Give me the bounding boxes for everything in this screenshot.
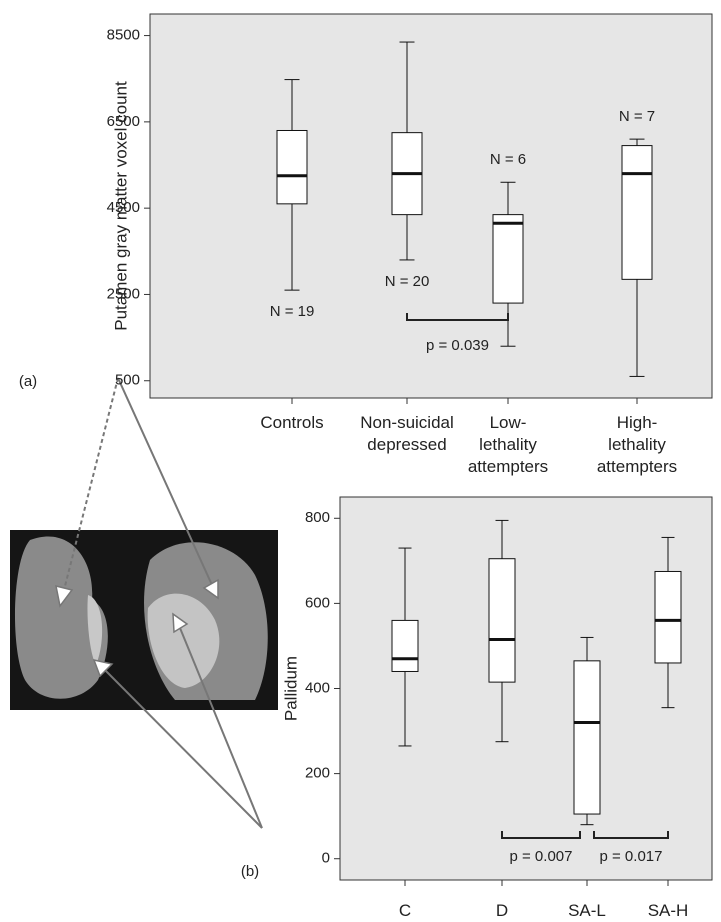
n-label: N = 19 (270, 303, 315, 320)
plot-area (340, 497, 712, 880)
x-tick-label-line: attempters (597, 457, 677, 476)
p-value: p = 0.017 (600, 848, 663, 865)
x-tick-label-line: lethality (479, 435, 537, 454)
y-axis-label: Pallidum (281, 656, 300, 721)
y-tick-label: 400 (305, 679, 330, 696)
x-tick-label-line: depressed (367, 435, 446, 454)
x-tick-label-line: attempters (468, 457, 548, 476)
y-axis-label: Putamen gray matter voxel count (111, 81, 130, 331)
x-tick-label-line: SA-H (648, 901, 689, 920)
x-tick-label-line: lethality (608, 435, 666, 454)
y-tick-label: 800 (305, 509, 330, 526)
box (622, 146, 652, 280)
x-tick-label-line: SA-L (568, 901, 606, 920)
x-tick-label: Low-lethality attempters (468, 413, 548, 476)
n-label: N = 7 (619, 108, 655, 125)
box (655, 571, 681, 662)
x-tick-label: High-lethality attempters (597, 413, 677, 476)
panel-label: (a) (19, 373, 37, 390)
panel-label: (b) (241, 863, 259, 880)
y-tick-label: 500 (115, 372, 140, 389)
p-value: p = 0.039 (426, 337, 489, 354)
box-plot (574, 637, 600, 824)
y-tick-label: 200 (305, 765, 330, 782)
figure: 5002500450065008500Putamen gray matter v… (0, 0, 721, 922)
x-tick-label: Non-suicidal depressed (360, 413, 454, 454)
y-tick-label: 8500 (107, 27, 140, 44)
n-label: N = 20 (385, 273, 430, 290)
x-tick-label: SA-L (568, 901, 606, 920)
x-tick-label: D (496, 901, 508, 920)
y-tick-label: 600 (305, 594, 330, 611)
x-tick-label-line: Low- (490, 413, 527, 432)
x-tick-label: Controls (260, 413, 323, 432)
x-tick-label-line: D (496, 901, 508, 920)
box (493, 215, 523, 303)
x-tick-label: C (399, 901, 411, 920)
x-tick-label-line: Non-suicidal (360, 413, 454, 432)
x-tick-label: SA-H (648, 901, 689, 920)
p-value: p = 0.007 (510, 848, 573, 865)
y-tick-label: 0 (322, 850, 330, 867)
x-tick-label-line: Controls (260, 413, 323, 432)
box (277, 130, 307, 203)
box (574, 661, 600, 814)
x-tick-label-line: C (399, 901, 411, 920)
box (489, 559, 515, 682)
n-label: N = 6 (490, 151, 526, 168)
box (392, 620, 418, 671)
brain-image (10, 378, 278, 828)
x-tick-label-line: High- (617, 413, 658, 432)
